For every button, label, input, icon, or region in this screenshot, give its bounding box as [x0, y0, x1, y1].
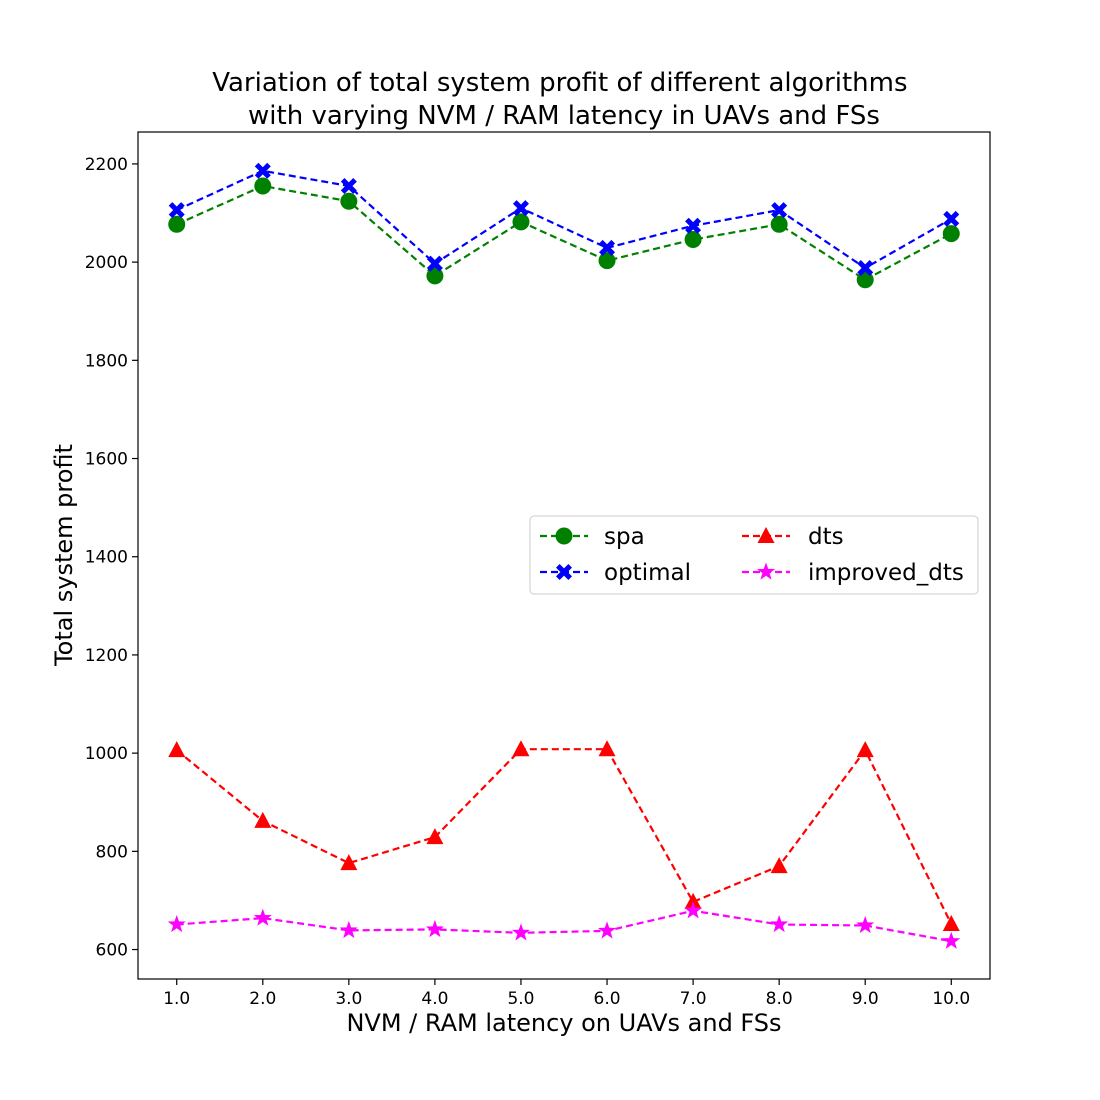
legend-label-optimal: optimal — [604, 560, 691, 586]
data-point-spa — [512, 213, 530, 231]
legend-frame — [529, 515, 979, 595]
x-axis-label: NVM / RAM latency on UAVs and FSs — [346, 1009, 781, 1037]
data-point-spa — [598, 252, 616, 270]
data-point-dts — [254, 811, 272, 828]
data-point-improved_dts — [253, 908, 272, 926]
data-point-optimal — [426, 255, 443, 272]
plot-area — [137, 131, 991, 980]
x-tick-label: 7.0 — [680, 989, 707, 1009]
data-point-spa — [426, 267, 444, 285]
data-point-optimal — [943, 210, 960, 227]
legend-marker-spa — [555, 527, 573, 545]
legend-label-spa: spa — [604, 524, 645, 550]
series-spa — [168, 177, 960, 289]
y-tick-label: 1400 — [85, 548, 128, 568]
data-point-dts — [856, 741, 874, 758]
y-tick-label: 1200 — [85, 646, 128, 666]
x-tick-label: 4.0 — [421, 989, 448, 1009]
series-dts — [168, 740, 960, 932]
data-point-dts — [684, 892, 702, 909]
chart-title: Variation of total system profit of diff… — [212, 68, 916, 131]
x-tick-label: 2.0 — [249, 989, 276, 1009]
chart-title-line-2: with varying NVM / RAM latency in UAVs a… — [248, 101, 880, 131]
data-point-dts — [168, 741, 186, 758]
x-axis: 1.0 2.0 3.0 4.0 5.0 6.0 7.0 8.0 9.0 10.0 — [163, 979, 970, 1009]
data-point-spa — [770, 215, 788, 233]
legend-marker-dts — [757, 527, 775, 543]
series-line-dts — [176, 748, 953, 925]
data-point-dts — [598, 740, 616, 757]
x-tick-label: 5.0 — [507, 989, 534, 1009]
legend-marker-optimal — [556, 564, 572, 580]
data-point-dts — [770, 857, 788, 874]
data-point-improved_dts — [598, 921, 617, 939]
y-axis: 600 800 1000 1200 1400 1600 1800 2000 2200 — [85, 155, 138, 961]
x-tick-label: 3.0 — [335, 989, 362, 1009]
data-point-improved_dts — [942, 931, 961, 949]
x-tick-label: 10.0 — [932, 989, 970, 1009]
series-optimal — [168, 162, 960, 277]
series-line-improved_dts — [176, 909, 952, 943]
data-point-spa — [340, 192, 358, 210]
data-point-spa — [254, 177, 272, 195]
data-point-dts — [942, 915, 960, 932]
data-point-optimal — [340, 178, 357, 195]
legend: spa optimal dts improved_dts — [529, 515, 979, 595]
data-point-optimal — [254, 162, 271, 179]
data-point-optimal — [771, 202, 788, 219]
data-point-optimal — [512, 200, 529, 217]
data-point-improved_dts — [425, 919, 444, 938]
data-point-spa — [168, 215, 186, 233]
x-tick-label: 1.0 — [163, 989, 190, 1009]
data-point-improved_dts — [856, 915, 875, 934]
series-layer — [167, 162, 961, 949]
legend-label-dts: dts — [808, 524, 844, 550]
data-point-dts — [340, 854, 358, 871]
data-point-improved_dts — [339, 920, 358, 939]
y-tick-label: 2000 — [85, 253, 128, 273]
legend-label-improved_dts: improved_dts — [808, 560, 964, 586]
series-line-spa — [176, 184, 952, 282]
data-point-improved_dts — [511, 923, 530, 941]
data-point-optimal — [685, 217, 702, 234]
y-tick-label: 1600 — [85, 450, 128, 470]
y-axis-label: Total system profit — [50, 444, 78, 667]
x-tick-label: 9.0 — [852, 989, 879, 1009]
x-tick-label: 8.0 — [766, 989, 793, 1009]
y-tick-label: 2200 — [85, 155, 128, 175]
chart-title-line-1: Variation of total system profit of diff… — [212, 68, 907, 98]
data-point-optimal — [168, 202, 185, 219]
data-point-improved_dts — [167, 915, 186, 933]
series-line-optimal — [176, 169, 952, 270]
y-tick-label: 1800 — [85, 351, 128, 371]
legend-marker-improved_dts — [756, 562, 776, 580]
y-tick-label: 800 — [96, 842, 128, 862]
data-point-optimal — [857, 260, 874, 277]
y-tick-label: 1000 — [85, 744, 128, 764]
data-point-optimal — [599, 239, 616, 256]
data-point-spa — [684, 231, 702, 249]
data-point-improved_dts — [770, 915, 789, 933]
data-point-dts — [426, 828, 444, 845]
data-point-spa — [942, 225, 960, 243]
series-improved_dts — [167, 901, 961, 949]
x-tick-label: 6.0 — [594, 989, 621, 1009]
data-point-improved_dts — [684, 901, 703, 919]
y-tick-label: 600 — [96, 941, 128, 961]
data-point-dts — [512, 740, 530, 757]
